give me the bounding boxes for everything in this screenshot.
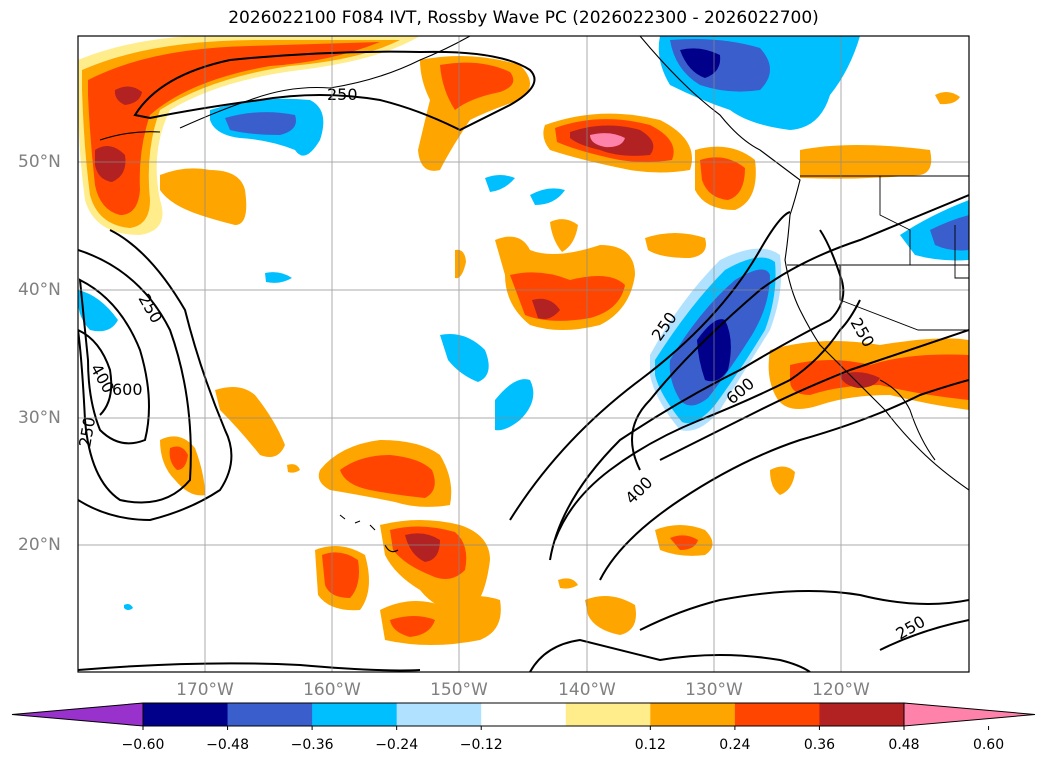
- gridlines: [78, 36, 969, 672]
- colorbar-tick-label: −0.60: [121, 737, 165, 753]
- contour-label: 250: [75, 415, 99, 448]
- colorbar-tick-label: 0.12: [634, 737, 666, 753]
- lat-label-30n: 30°N: [18, 408, 61, 428]
- colorbar-cell: [481, 703, 567, 726]
- lat-label-20n: 20°N: [18, 535, 61, 555]
- colorbar-tick-label: 0.24: [719, 737, 751, 753]
- map-frame: [77, 35, 970, 673]
- colorbar-cell: [227, 703, 313, 726]
- colorbar-tick-label: 0.36: [803, 737, 836, 753]
- political-boundaries: [787, 175, 969, 331]
- figure-title: 2026022100 F084 IVT, Rossby Wave PC (202…: [228, 8, 819, 28]
- lon-label-130w: 130°W: [685, 680, 743, 700]
- contour-label: 250: [327, 85, 358, 104]
- colorbar-cell: [734, 703, 820, 726]
- colorbar-frame: [142, 702, 905, 727]
- colorbar-tick-label: −0.48: [206, 737, 249, 753]
- lon-label-150w: 150°W: [430, 680, 488, 700]
- colorbar-cell: [565, 703, 651, 726]
- lon-label-160w: 160°W: [303, 680, 361, 700]
- colorbar-tick-label: −0.24: [375, 737, 419, 753]
- colorbar-cell: [143, 703, 229, 726]
- lat-label-40n: 40°N: [18, 280, 61, 300]
- colorbar-tick-label: 0.60: [972, 737, 1005, 753]
- colorbar-cell: [650, 703, 736, 726]
- negative-anomaly-regions: [78, 36, 969, 610]
- colorbar-extend-min: [11, 702, 144, 727]
- colorbar-cell: [396, 703, 482, 726]
- colorbar-extend-max: [903, 702, 1036, 727]
- lon-label-120w: 120°W: [812, 680, 870, 700]
- lon-label-170w: 170°W: [176, 680, 234, 700]
- colorbar-cell: [312, 703, 398, 726]
- colorbar-tick-label: −0.36: [290, 737, 334, 753]
- colorbar-tick-label: −0.12: [459, 737, 503, 753]
- lat-label-50n: 50°N: [18, 152, 61, 172]
- contour-label: 600: [112, 380, 143, 399]
- lon-label-140w: 140°W: [558, 680, 616, 700]
- colorbar-tick-label: 0.48: [888, 737, 920, 753]
- colorbar-cell: [819, 703, 905, 726]
